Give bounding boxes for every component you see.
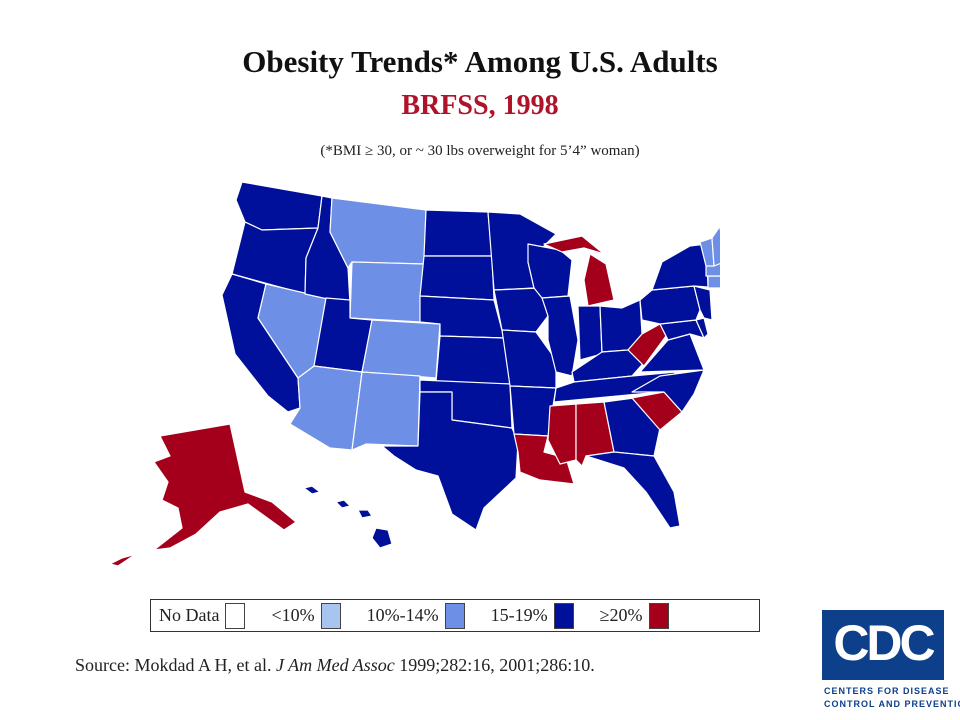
source-suffix: 1999;282:16, 2001;286:10. xyxy=(394,655,595,675)
state-LA xyxy=(513,433,575,485)
state-NC xyxy=(631,369,705,413)
legend-item-15-19: 15-19% xyxy=(490,602,574,629)
state-WA xyxy=(235,181,323,231)
legend-label-10-14: 10%-14% xyxy=(366,605,439,625)
state-TX xyxy=(381,391,519,531)
legend-label-15-19: 15-19% xyxy=(490,605,548,625)
bmi-footnote: (*BMI ≥ 30, or ~ 30 lbs overweight for 5… xyxy=(320,143,640,159)
cdc-logo: CDC CENTERS FOR DISEASE CONTROL AND PREV… xyxy=(822,610,960,715)
source-journal: J Am Med Assoc xyxy=(275,655,395,675)
state-ND xyxy=(423,209,493,257)
map-legend: No Data <10% 10%-14% 15-19% ≥20% xyxy=(150,599,760,632)
state-KS xyxy=(435,335,511,385)
legend-label-ge20: ≥20% xyxy=(599,605,643,625)
state-IA xyxy=(493,287,549,333)
cdc-logo-line2: CONTROL AND PREVENTION xyxy=(824,699,960,709)
legend-item-lt10: <10% xyxy=(271,602,341,629)
state-AK xyxy=(109,423,297,567)
cdc-logo-line1: CENTERS FOR DISEASE xyxy=(824,686,950,696)
state-MO xyxy=(501,329,557,389)
us-obesity-map xyxy=(109,181,720,567)
state-MI xyxy=(543,235,615,307)
legend-swatch-15-19 xyxy=(553,602,574,629)
source-prefix: Source: Mokdad A H, et al. xyxy=(75,655,276,675)
legend-item-ge20: ≥20% xyxy=(599,602,669,629)
legend-swatch-ge20 xyxy=(648,602,669,629)
cdc-logo-letters: CDC xyxy=(833,615,935,671)
state-FL xyxy=(585,451,681,529)
legend-item-no-data: No Data xyxy=(159,602,246,629)
state-SD xyxy=(419,255,495,301)
state-CO xyxy=(361,319,441,379)
state-MT xyxy=(329,197,427,269)
legend-swatch-lt10 xyxy=(320,602,341,629)
source-citation: Source: Mokdad A H, et al. J Am Med Asso… xyxy=(75,655,595,676)
state-MS xyxy=(547,403,577,465)
legend-swatch-10-14 xyxy=(444,602,465,629)
legend-label-lt10: <10% xyxy=(271,605,315,625)
cdc-logo-box xyxy=(822,610,944,680)
state-DE xyxy=(695,317,709,339)
map-subtitle: BRFSS, 1998 xyxy=(401,90,559,121)
state-IN xyxy=(577,305,603,361)
state-HI xyxy=(303,485,393,549)
state-WY xyxy=(349,261,425,323)
state-AZ xyxy=(289,365,363,451)
state-NH xyxy=(711,225,720,267)
state-PA xyxy=(639,285,701,325)
map-title: Obesity Trends* Among U.S. Adults xyxy=(242,44,718,79)
state-CT xyxy=(707,275,720,289)
state-TN xyxy=(553,371,677,403)
legend-label-no-data: No Data xyxy=(159,605,220,625)
legend-swatch-no-data xyxy=(225,602,246,629)
legend-item-10-14: 10%-14% xyxy=(366,602,465,629)
state-NJ xyxy=(693,285,713,321)
state-IL xyxy=(541,295,579,377)
state-NM xyxy=(351,371,421,451)
